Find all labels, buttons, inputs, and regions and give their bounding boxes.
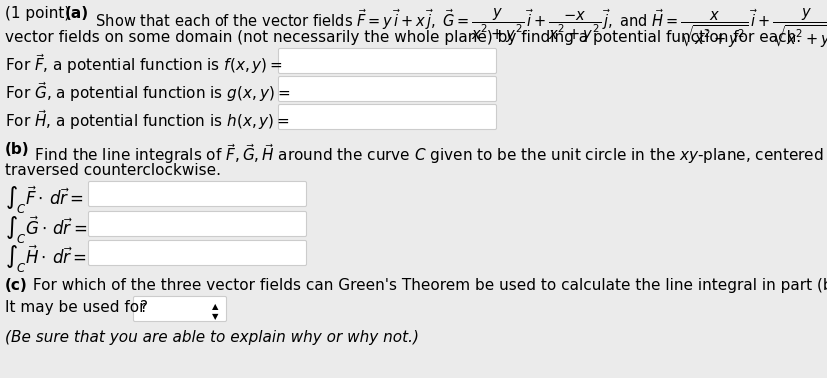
FancyBboxPatch shape (133, 296, 227, 322)
Text: For $\vec{G}$, a potential function is $g(x, y) =$: For $\vec{G}$, a potential function is $… (5, 80, 290, 104)
FancyBboxPatch shape (88, 240, 307, 265)
Text: ?: ? (140, 300, 148, 315)
Text: For $\vec{F}$, a potential function is $f(x, y) =$: For $\vec{F}$, a potential function is $… (5, 52, 283, 76)
Text: Find the line integrals of $\vec{F},\vec{G},\vec{H}$ around the curve $C$ given : Find the line integrals of $\vec{F},\vec… (30, 142, 827, 166)
Text: $\int_C\vec{G}\cdot\, d\vec{r}=$: $\int_C\vec{G}\cdot\, d\vec{r}=$ (5, 215, 87, 246)
Text: ▲
▼: ▲ ▼ (212, 302, 218, 321)
Text: vector fields on some domain (not necessarily the whole plane) by finding a pote: vector fields on some domain (not necess… (5, 30, 801, 45)
Text: (a): (a) (65, 6, 89, 21)
FancyBboxPatch shape (279, 48, 496, 73)
FancyBboxPatch shape (279, 76, 496, 102)
Text: (c): (c) (5, 278, 28, 293)
FancyBboxPatch shape (88, 212, 307, 237)
Text: For which of the three vector fields can Green's Theorem be used to calculate th: For which of the three vector fields can… (28, 278, 827, 293)
Text: (1 point): (1 point) (5, 6, 75, 21)
Text: Show that each of the vector fields $\vec{F}= y\,\vec{i}+x\,\vec{j},\;\vec{G}=\d: Show that each of the vector fields $\ve… (91, 6, 827, 49)
Text: (Be sure that you are able to explain why or why not.): (Be sure that you are able to explain wh… (5, 330, 419, 345)
Text: $\int_C\vec{F}\cdot\, d\vec{r}=$: $\int_C\vec{F}\cdot\, d\vec{r}=$ (5, 185, 84, 217)
Text: It may be used for: It may be used for (5, 300, 146, 315)
Text: $\int_C\vec{H}\cdot\, d\vec{r}=$: $\int_C\vec{H}\cdot\, d\vec{r}=$ (5, 244, 87, 276)
Text: For $\vec{H}$, a potential function is $h(x, y) =$: For $\vec{H}$, a potential function is $… (5, 108, 290, 132)
FancyBboxPatch shape (88, 181, 307, 206)
FancyBboxPatch shape (279, 104, 496, 130)
Text: (b): (b) (5, 142, 30, 157)
Text: traversed counterclockwise.: traversed counterclockwise. (5, 163, 221, 178)
